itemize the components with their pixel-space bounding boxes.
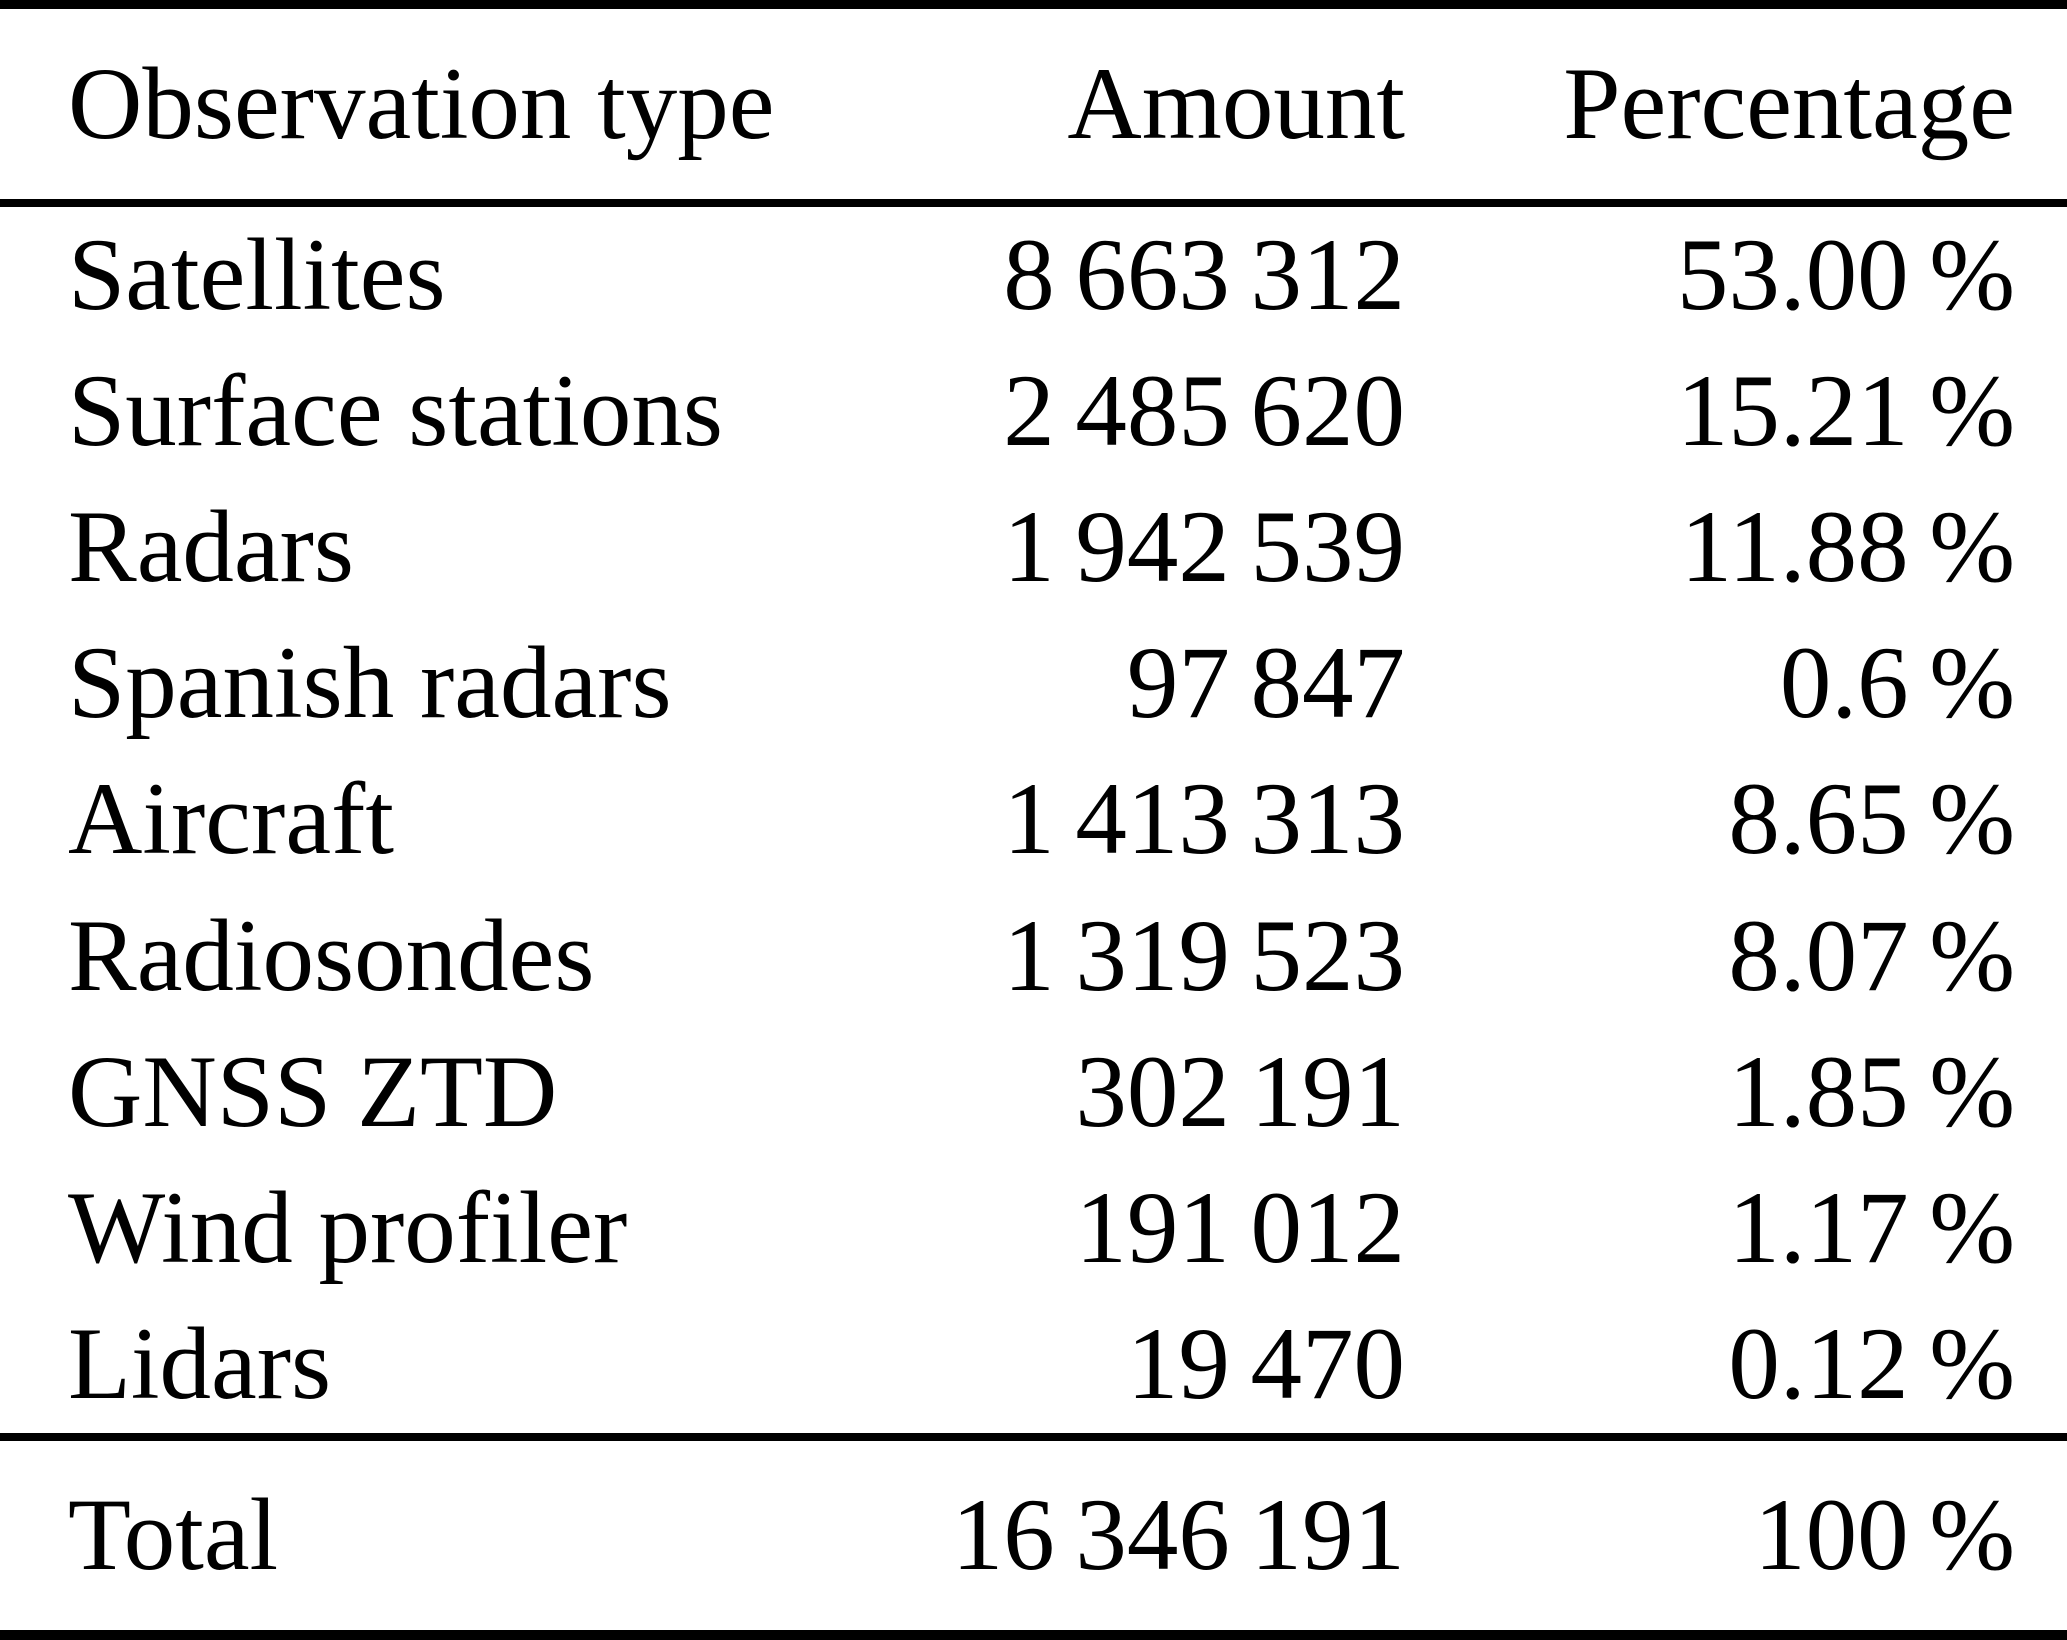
row-percentage: 1.85 % [1728,1034,2015,1149]
row-amount: 1 319 523 [1003,898,1405,1013]
table-row: Spanish radars 97 847 0.6 % [0,616,2067,752]
row-type-gnss-ztd: GNSS ZTD [68,1034,558,1149]
row-percentage: 0.12 % [1728,1307,2015,1422]
row-type-lidars: Lidars [68,1307,332,1422]
row-percentage: 8.07 % [1728,898,2015,1013]
table-row: Radars 1 942 539 11.88 % [0,479,2067,615]
row-amount: 302 191 [1075,1034,1405,1149]
table-row: Surface stations 2 485 620 15.21 % [0,343,2067,479]
row-percentage: 15.21 % [1676,353,2015,468]
column-header-percentage: Percentage [1563,46,2015,161]
table-row: Wind profiler 191 012 1.17 % [0,1161,2067,1297]
total-percentage: 100 % [1754,1478,2015,1592]
row-type-aircraft: Aircraft [68,762,394,877]
row-amount: 97 847 [1126,626,1405,741]
table-total-row: Total 16 346 191 100 % [0,1437,2067,1635]
total-label: Total [68,1478,279,1592]
row-amount: 2 485 620 [1003,353,1405,468]
table-header-row: Observation type Amount Percentage [0,5,2067,203]
total-amount: 16 346 191 [951,1478,1405,1592]
table-row: GNSS ZTD 302 191 1.85 % [0,1024,2067,1160]
row-amount: 8 663 312 [1003,217,1405,332]
row-percentage: 11.88 % [1680,490,2015,605]
row-type-satellites: Satellites [68,217,446,332]
column-header-observation-type: Observation type [68,46,775,161]
table-row: Lidars 19 470 0.12 % [0,1297,2067,1437]
row-percentage: 0.6 % [1779,626,2015,741]
row-percentage: 8.65 % [1728,762,2015,877]
row-type-radars: Radars [68,490,355,605]
table-row: Radiosondes 1 319 523 8.07 % [0,888,2067,1024]
row-type-wind-profiler: Wind profiler [68,1171,628,1286]
row-percentage: 1.17 % [1728,1171,2015,1286]
row-amount: 19 470 [1126,1307,1405,1422]
row-percentage: 53.00 % [1676,217,2015,332]
row-amount: 191 012 [1075,1171,1405,1286]
row-amount: 1 942 539 [1003,490,1405,605]
row-type-surface-stations: Surface stations [68,353,724,468]
row-type-radiosondes: Radiosondes [68,898,595,1013]
row-type-spanish-radars: Spanish radars [68,626,672,741]
row-amount: 1 413 313 [1003,762,1405,877]
table-row: Satellites 8 663 312 53.00 % [0,203,2067,343]
column-header-amount: Amount [1067,46,1405,161]
table-row: Aircraft 1 413 313 8.65 % [0,752,2067,888]
